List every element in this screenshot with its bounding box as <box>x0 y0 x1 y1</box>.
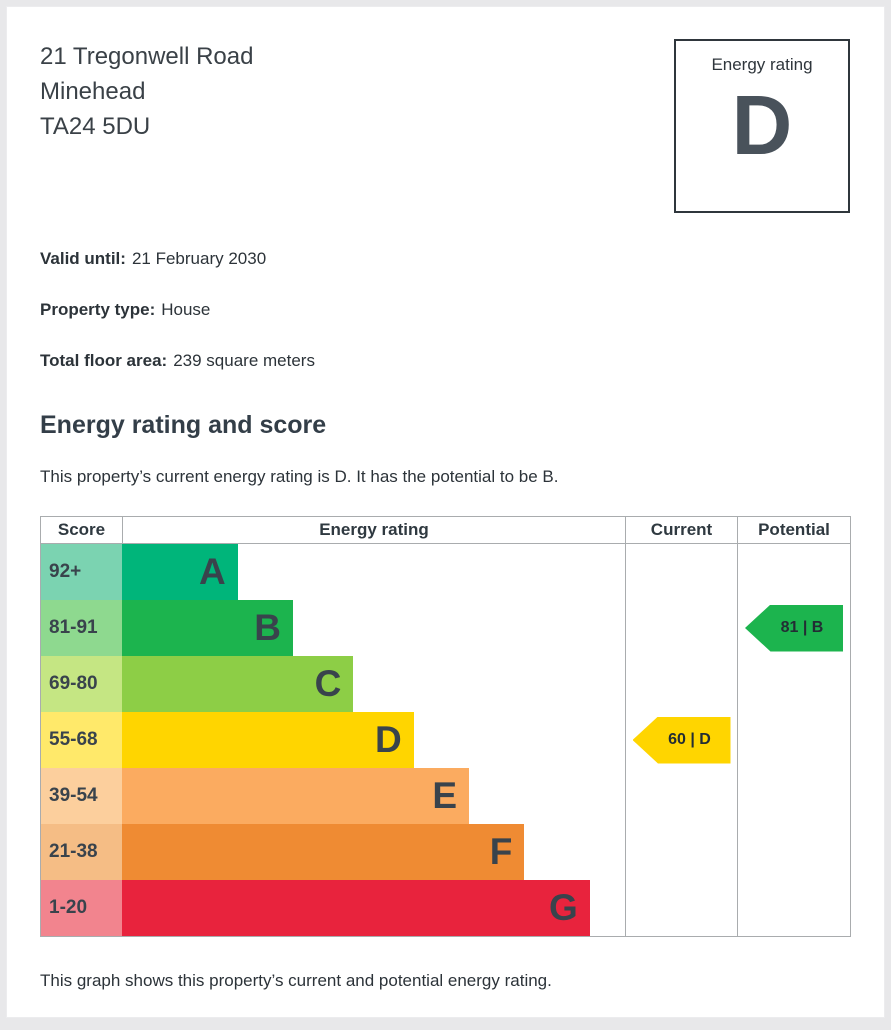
band-letter-e: E <box>432 775 458 816</box>
band-bar-cell-e: E <box>122 768 625 824</box>
current-cell-g <box>625 880 737 936</box>
band-score-d: 55-68 <box>41 712 122 768</box>
detail-floor-area-value: 239 square meters <box>173 351 315 370</box>
energy-rating-box-value: D <box>731 78 793 172</box>
band-bar-cell-b: B <box>122 600 625 656</box>
band-score-c: 69-80 <box>41 656 122 712</box>
potential-cell-b: 81 | B <box>737 600 850 656</box>
band-bar-cell-a: A <box>122 544 625 600</box>
current-cell-e <box>625 768 737 824</box>
band-score-b: 81-91 <box>41 600 122 656</box>
current-cell-b <box>625 600 737 656</box>
graph-note: This graph shows this property’s current… <box>40 971 552 990</box>
potential-cell-c <box>737 656 850 712</box>
header-potential: Potential <box>737 517 850 543</box>
epc-band-row-e: 39-54 E <box>41 768 850 824</box>
band-score-e: 39-54 <box>41 768 122 824</box>
potential-rating-marker: 81 | B <box>745 604 843 652</box>
header-energy-rating: Energy rating <box>122 517 625 543</box>
section-title: Energy rating and score <box>40 411 327 439</box>
band-score-a: 92+ <box>41 544 122 600</box>
detail-valid-until-label: Valid until: <box>40 249 126 268</box>
detail-property-type-value: House <box>161 300 211 319</box>
current-cell-d: 60 | D <box>625 712 737 768</box>
detail-property-type: Property type: House <box>40 300 851 320</box>
current-cell-c <box>625 656 737 712</box>
band-letter-b: B <box>254 607 282 648</box>
band-bar-f: F <box>122 824 525 880</box>
potential-cell-f <box>737 824 850 880</box>
potential-rating-marker-label: 81 | B <box>780 619 824 636</box>
energy-rating-box: Energy rating D <box>674 39 850 213</box>
header-score: Score <box>57 520 106 539</box>
band-bar-cell-c: C <box>122 656 625 712</box>
current-rating-marker-label: 60 | D <box>668 731 711 748</box>
band-bar-cell-f: F <box>122 824 625 880</box>
detail-property-type-label: Property type: <box>40 300 156 319</box>
epc-band-row-d: 55-68 D 60 | D <box>41 712 850 768</box>
energy-rating-box-label: Energy rating <box>711 55 813 74</box>
band-bar-g: G <box>122 880 590 936</box>
band-letter-d: D <box>375 719 402 760</box>
potential-cell-a <box>737 544 850 600</box>
potential-cell-e <box>737 768 850 824</box>
band-letter-a: A <box>198 551 226 592</box>
address-line-2: Minehead <box>40 78 146 105</box>
address-line-1: 21 Tregonwell Road <box>40 43 254 70</box>
band-bar-d: D <box>122 712 414 768</box>
page-header: 21 Tregonwell Road Minehead TA24 5DU Ene… <box>40 39 851 213</box>
band-bar-e: E <box>122 768 470 824</box>
band-letter-f: F <box>489 831 513 872</box>
epc-band-row-f: 21-38 F <box>41 824 850 880</box>
band-letter-g: G <box>549 887 578 928</box>
epc-band-row-c: 69-80 C <box>41 656 850 712</box>
band-bar-a: A <box>122 544 238 600</box>
epc-certificate-page: 21 Tregonwell Road Minehead TA24 5DU Ene… <box>6 6 885 1018</box>
header-current: Current <box>625 517 737 543</box>
rating-summary-text: This property’s current energy rating is… <box>40 467 559 486</box>
epc-band-row-g: 1-20 G <box>41 880 850 936</box>
detail-floor-area: Total floor area: 239 square meters <box>40 351 851 371</box>
band-bar-cell-g: G <box>122 880 625 936</box>
epc-band-row-a: 92+ A <box>41 544 850 600</box>
current-cell-f <box>625 824 737 880</box>
band-score-g: 1-20 <box>41 880 122 936</box>
band-bar-b: B <box>122 600 294 656</box>
detail-valid-until-value: 21 February 2030 <box>131 249 267 268</box>
band-bar-cell-d: D <box>122 712 625 768</box>
epc-chart-header: Score Energy rating Current Potential <box>41 517 850 544</box>
epc-band-rows: 92+ A 81-91 B 81 | B 69-80 C 55-68 D 60 | D 39-54 E… <box>41 544 850 936</box>
band-bar-c: C <box>122 656 354 712</box>
band-letter-c: C <box>314 663 342 704</box>
detail-floor-area-label: Total floor area: <box>40 351 168 370</box>
current-cell-a <box>625 544 737 600</box>
potential-cell-d <box>737 712 850 768</box>
potential-cell-g <box>737 880 850 936</box>
epc-rating-chart: Score Energy rating Current Potential 92… <box>40 516 851 937</box>
property-address: 21 Tregonwell Road Minehead TA24 5DU <box>40 39 253 144</box>
address-line-3: TA24 5DU <box>40 113 151 140</box>
epc-band-row-b: 81-91 B 81 | B <box>41 600 850 656</box>
current-rating-marker: 60 | D <box>632 716 731 764</box>
band-score-f: 21-38 <box>41 824 122 880</box>
detail-valid-until: Valid until: 21 February 2030 <box>40 249 851 269</box>
property-details: Valid until: 21 February 2030 Property ty… <box>40 249 851 371</box>
